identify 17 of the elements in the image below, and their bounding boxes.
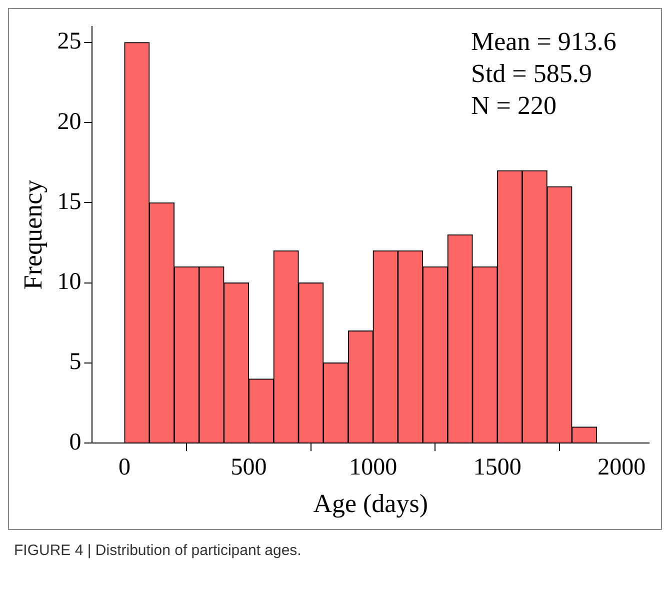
y-tick-label: 5: [69, 349, 82, 376]
x-tick-label: 1500: [473, 454, 522, 481]
y-tick-label: 10: [57, 269, 82, 296]
caption: FIGURE 4 | Distribution of participant ages.: [13, 542, 302, 559]
y-tick-label: 20: [57, 108, 82, 135]
y-tick-label: 15: [57, 188, 82, 215]
x-tick-label: 1000: [349, 454, 398, 481]
annotation: Std = 585.9: [471, 59, 592, 88]
y-tick-label: 0: [69, 429, 82, 456]
x-axis-title: Age (days): [313, 489, 428, 518]
x-tick-label: 0: [118, 454, 131, 481]
y-tick-label: 25: [57, 28, 82, 55]
x-tick-label: 500: [230, 454, 267, 481]
annotation: N = 220: [471, 91, 556, 120]
y-axis-title: Frequency: [18, 180, 48, 290]
annotation: Mean = 913.6: [471, 27, 616, 56]
x-tick-label: 2000: [598, 454, 646, 481]
